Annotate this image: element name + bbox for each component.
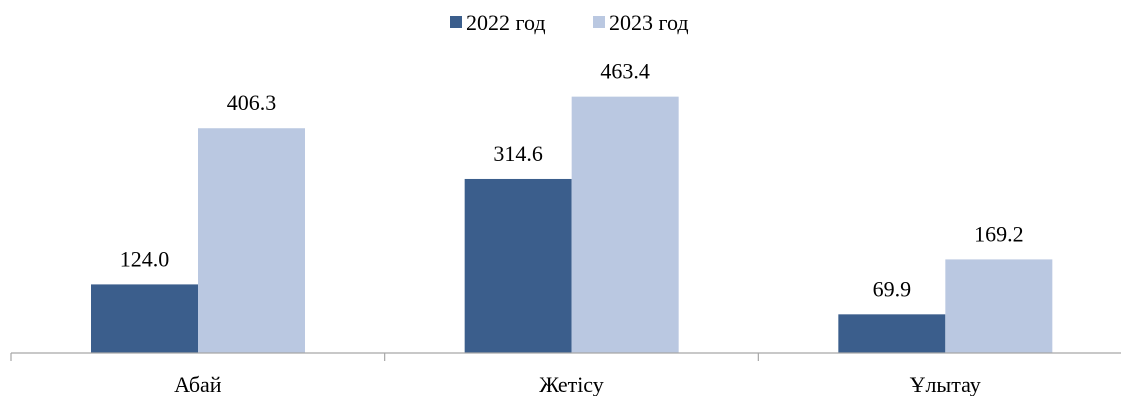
bar-1-3 (838, 314, 946, 353)
data-label-1-1: 124.0 (120, 246, 170, 271)
legend-label-1: 2022 год (466, 10, 546, 35)
bar-2-3 (945, 259, 1053, 353)
data-label-2-1: 406.3 (227, 90, 277, 115)
legend-swatch-2 (593, 16, 605, 28)
legend-label-2: 2023 год (609, 10, 689, 35)
bar-1-1 (91, 284, 198, 353)
bar-2-2 (571, 96, 679, 353)
data-label-1-2: 314.6 (493, 141, 543, 166)
x-tick-label-2: Жетісу (539, 372, 604, 396)
bars (91, 96, 1053, 353)
x-tick-label-1: Абай (174, 372, 222, 396)
x-tick-label-3: Ұлытау (910, 372, 981, 396)
data-label-2-3: 169.2 (974, 221, 1024, 246)
bar-2-1 (198, 128, 305, 353)
legend-swatch-1 (450, 16, 462, 28)
data-label-2-2: 463.4 (600, 59, 650, 84)
data-label-1-3: 69.9 (873, 276, 912, 301)
data-labels: 124.0 406.3 314.6 463.4 69.9 169.2 (120, 59, 1024, 302)
x-axis: Абай Жетісу Ұлытау (10, 352, 1121, 397)
legend: 2022 год 2023 год (450, 10, 689, 35)
bar-1-2 (464, 178, 572, 353)
